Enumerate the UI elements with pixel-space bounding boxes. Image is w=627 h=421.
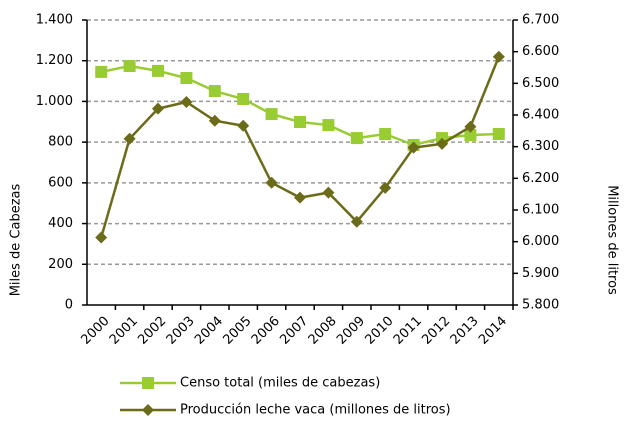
- y2-tick-label: 5.900: [522, 266, 559, 281]
- x-tick-label: 2001: [107, 314, 141, 348]
- marker: [180, 96, 193, 109]
- x-tick-label: 2014: [476, 314, 510, 348]
- x-tick-label: 2011: [391, 314, 425, 348]
- marker: [152, 102, 164, 115]
- y2-tick-label: 6.600: [522, 44, 559, 59]
- marker: [123, 132, 136, 145]
- y-tick-label: 0: [65, 298, 73, 313]
- x-tick-label: 2009: [334, 314, 368, 348]
- marker: [294, 115, 306, 128]
- marker: [208, 114, 221, 127]
- y2-tick-label: 6.300: [522, 139, 559, 154]
- x-tick-label: 2000: [78, 314, 112, 348]
- marker: [95, 65, 108, 78]
- marker: [95, 231, 108, 244]
- marker: [350, 215, 363, 228]
- y-axis-label: Miles de Cabezas: [9, 183, 24, 296]
- x-tick-label: 2013: [448, 314, 482, 348]
- marker: [492, 50, 505, 63]
- y2-tick-label: 6.700: [522, 13, 559, 28]
- legend-marker: [142, 404, 154, 416]
- x-tick-label: 2012: [419, 314, 453, 348]
- marker: [265, 176, 278, 189]
- marker: [322, 186, 335, 199]
- marker: [464, 129, 477, 142]
- marker: [237, 92, 250, 105]
- marker: [322, 119, 335, 132]
- y-tick-label: 600: [48, 175, 73, 190]
- x-tick-label: 2004: [192, 314, 226, 348]
- x-tick-label: 2006: [249, 314, 283, 348]
- marker: [379, 181, 392, 194]
- x-tick-label: 2005: [220, 314, 254, 348]
- y2-tick-label: 6.500: [522, 76, 559, 91]
- x-tick-label: 2003: [164, 314, 198, 348]
- marker: [152, 64, 164, 77]
- y2-tick-label: 6.100: [522, 203, 559, 218]
- marker: [436, 137, 448, 150]
- legend-marker: [142, 377, 154, 389]
- y2-tick-label: 5.800: [522, 298, 559, 313]
- y2-axis-label: Millones de litros: [605, 185, 620, 295]
- marker: [294, 191, 306, 204]
- marker: [123, 60, 136, 73]
- x-tick-label: 2002: [135, 314, 169, 348]
- y-tick-label: 1.200: [36, 53, 73, 68]
- marker: [237, 119, 250, 132]
- y-tick-label: 1.400: [36, 13, 73, 28]
- x-tick-label: 2007: [277, 314, 311, 348]
- y-tick-label: 200: [48, 257, 73, 272]
- y2-tick-label: 6.200: [522, 171, 559, 186]
- marker: [208, 85, 221, 98]
- y-tick-label: 800: [48, 135, 73, 150]
- marker: [180, 72, 193, 85]
- marker: [379, 128, 392, 140]
- series-line: [99, 56, 500, 238]
- x-tick-label: 2010: [362, 314, 396, 348]
- marker: [492, 128, 505, 140]
- y-tick-label: 400: [48, 216, 73, 231]
- legend-label: Producción leche vaca (millones de litro…: [180, 403, 451, 418]
- x-tick-label: 2008: [306, 314, 340, 348]
- legend-label: Censo total (miles de cabezas): [180, 376, 380, 391]
- marker: [407, 141, 420, 154]
- marker: [265, 108, 278, 121]
- y2-tick-label: 6.400: [522, 108, 559, 123]
- y2-tick-label: 6.000: [522, 234, 559, 249]
- marker: [350, 132, 363, 145]
- y-tick-label: 1.000: [36, 94, 73, 109]
- marker: [464, 120, 477, 133]
